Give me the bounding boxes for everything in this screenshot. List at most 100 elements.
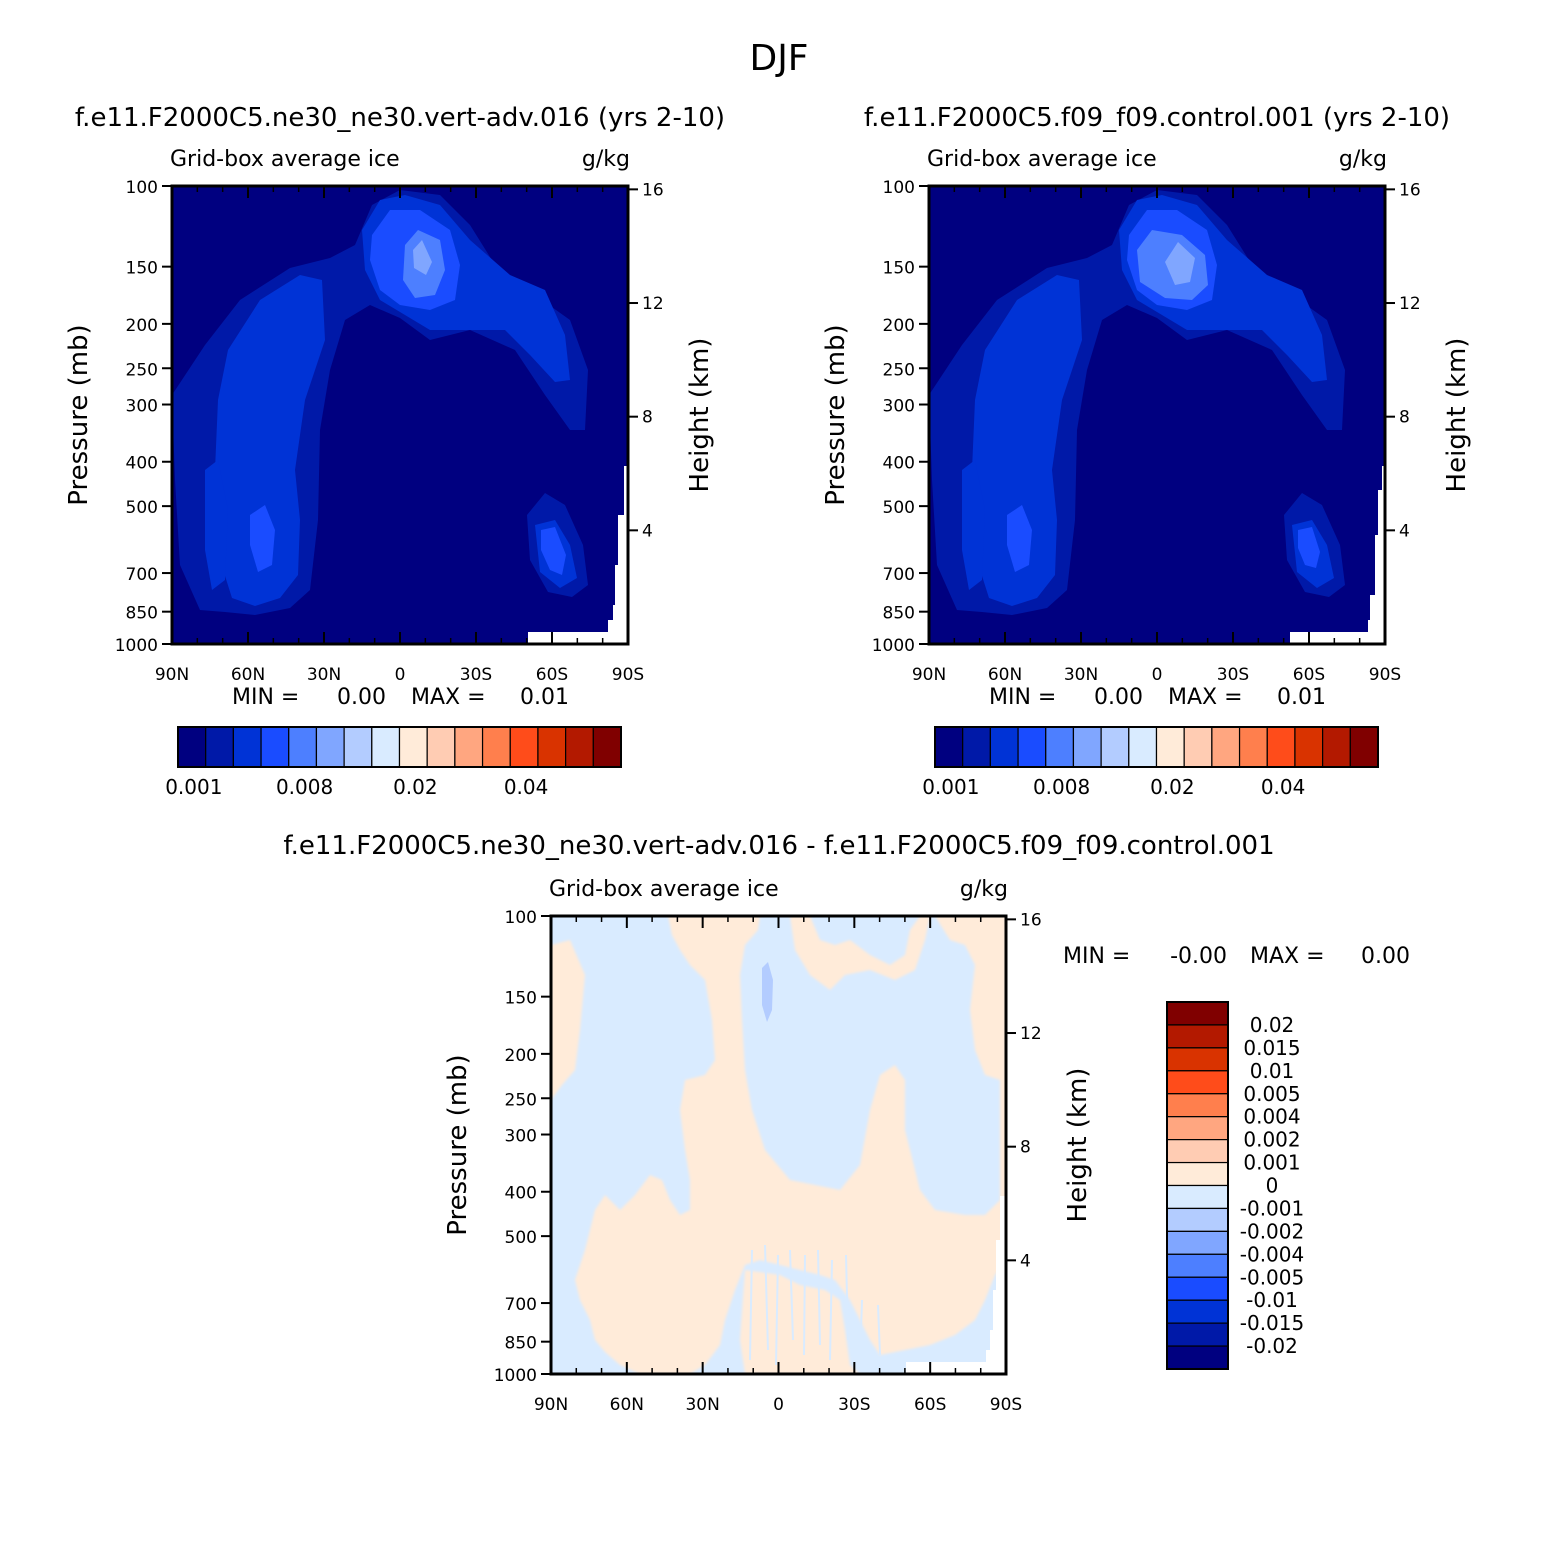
panel-b-colorbar-swatch [1238,726,1268,768]
panel-a-colorbar-swatch [454,726,484,768]
panel-a-colorbar-swatch [371,726,401,768]
panel-c-colorbar-label: -0.001 [1240,1196,1304,1220]
panel-c-colorbar-frame [1166,1001,1229,1370]
panel-a-colorbar-label: 0.04 [504,775,549,799]
panel-b-y-tick-label: 100 [883,178,915,198]
panel-c-subtitle-left: Grid-box average ice [549,877,779,902]
panel-c-positive-region-1 [551,940,585,1100]
panel-a-contour-field [172,186,628,644]
panel-b-x-tick-label: 30S [1217,665,1249,685]
panel-b-y-right-axis-label: Height (km) [1442,338,1472,493]
panel-c-colorbar-swatch [1166,1345,1229,1370]
panel-b-colorbar: 0.001 0.008 0.02 0.04 [922,726,1379,799]
panel-b-title: f.e11.F2000C5.f09_f09.control.001 (yrs 2… [864,103,1450,133]
panel-b-x-tick-label: 90S [1369,665,1401,685]
panel-b-y-tick-label: 700 [883,565,915,585]
panel-b-x-tick-label: 90N [912,665,946,685]
panel-a-x-tick-label: 90N [155,665,189,685]
panel-c-colorbar-swatch [1166,1207,1229,1232]
panel-a-x-tick-label: 60S [536,665,568,685]
panel-c-colorbar-swatch [1166,1276,1229,1301]
panel-b-y-tick-label: 850 [883,604,915,624]
panel-c-colorbar-swatch [1166,1139,1229,1164]
panel-b-colorbar-swatch [1349,726,1379,768]
panel-b-contour-level-3 [972,275,1082,606]
panel-a-max-label: MAX = [411,685,486,710]
panel-b-min-label: MIN = [989,685,1056,710]
panel-a-x-tick-label: 0 [395,665,406,685]
panel-a-colorbar-frame [177,726,622,768]
panel-a-colorbar-swatch [260,726,290,768]
panel-a-units: g/kg [582,147,630,172]
panel-b-x-tick-label: 60S [1293,665,1325,685]
panel-a-colorbar: 0.001 0.008 0.02 0.04 [165,726,622,799]
panel-c-y-tick-label: 500 [505,1228,537,1248]
panel-c-x-tick-label: 90N [534,1395,568,1415]
panel-b-y-right-tick-label: 16 [1399,180,1421,200]
panel-a-colorbar-swatch [205,726,234,768]
panel-b-colorbar-swatch [1100,726,1130,768]
panel-c-colorbar-label: 0.015 [1243,1036,1300,1060]
panel-a-colorbar-swatch [565,726,594,768]
panel-b-x-tick-label: 60N [988,665,1022,685]
panel-a-y-axis-label: Pressure (mb) [64,324,94,505]
panel-c-y-right-tick-label: 4 [1020,1251,1031,1271]
panel-c-missing-data [906,1196,1006,1374]
panel-c-colorbar-swatch [1166,1093,1229,1118]
panel-b-contour-field [929,186,1385,644]
panel-c-colorbar-label: 0.002 [1243,1128,1300,1152]
panel-c-colorbar-swatch [1166,1322,1229,1347]
panel-c-positive-region-2 [575,916,1006,1374]
panel-a-colorbar-swatch [398,726,428,768]
panel-a-y-tick-label: 700 [126,565,158,585]
panel-c-colorbar-swatch [1166,1047,1229,1072]
panel-a-axes: 100 150 200 250 300 400 500 700 850 1000 16 12 8 4 90N… [64,178,715,685]
panel-c-y-tick-label: 300 [505,1127,537,1147]
panel-b-colorbar-swatch [1128,726,1158,768]
panel-c-x-tick-label: 60S [914,1395,946,1415]
panel-c-noise-streaks [749,1244,881,1366]
panel-b-y-tick-label: 500 [883,498,915,518]
panel-a-y-right-tick-label: 4 [642,521,653,541]
panel-c-colorbar-swatch [1166,1161,1229,1187]
panel-b-colorbar-swatch [1294,726,1324,768]
panel-b-x-tick-label: 0 [1152,665,1163,685]
panel-c-y-tick-label: 850 [505,1334,537,1354]
panel-a-y-right-tick-label: 8 [642,408,653,428]
panel-a-colorbar-swatch [509,726,539,768]
panel-b-y-tick-label: 250 [883,360,915,380]
panel-c-y-right-tick-label: 8 [1020,1138,1031,1158]
panel-a-colorbar-swatch [537,726,567,768]
panel-b-y-tick-label: 400 [883,454,915,474]
panel-b-colorbar-swatch [1072,726,1102,768]
panel-c-colorbar-label: 0.005 [1243,1082,1300,1106]
panel-a-missing-data [528,466,628,644]
panel-c-min-value: -0.00 [1170,944,1227,969]
panel-c-y-right-tick-label: 12 [1020,1024,1042,1044]
panel-b-colorbar-swatch [989,726,1019,768]
panel-a-colorbar-swatch [288,726,318,768]
panel-a-colorbar-label: 0.001 [165,775,222,799]
panel-a-min-label: MIN = [232,685,299,710]
panel-a: f.e11.F2000C5.ne30_ne30.vert-adv.016 (yr… [64,103,725,799]
panel-a-contour-level-4c [541,527,566,575]
panel-b-colorbar-label: 0.04 [1261,775,1306,799]
panel-a-contour-level-4b [250,505,275,572]
panel-c-y-tick-label: 100 [505,908,537,928]
panel-b-colorbar-label: 0.008 [1033,775,1090,799]
panel-a-y-right-tick-label: 16 [642,180,664,200]
panel-c-y-right-axis-label: Height (km) [1063,1068,1093,1223]
panel-a-colorbar-swatch [343,726,373,768]
panel-a-colorbar-swatch [426,726,456,768]
panel-b-contour-level-4c [1298,527,1320,568]
panel-b-y-right-tick-label: 4 [1399,521,1410,541]
panel-c-min-label: MIN = [1063,944,1130,969]
panel-a-y-tick-label: 1000 [115,636,158,656]
panel-c-max-label: MAX = [1250,944,1325,969]
panel-a-x-tick-label: 30S [460,665,492,685]
panel-b-contour-level-6 [1165,242,1195,285]
panel-a-colorbar-swatch [481,726,511,768]
panel-c-colorbar-swatch [1166,1024,1229,1049]
panel-b-x-tick-label: 30N [1064,665,1098,685]
